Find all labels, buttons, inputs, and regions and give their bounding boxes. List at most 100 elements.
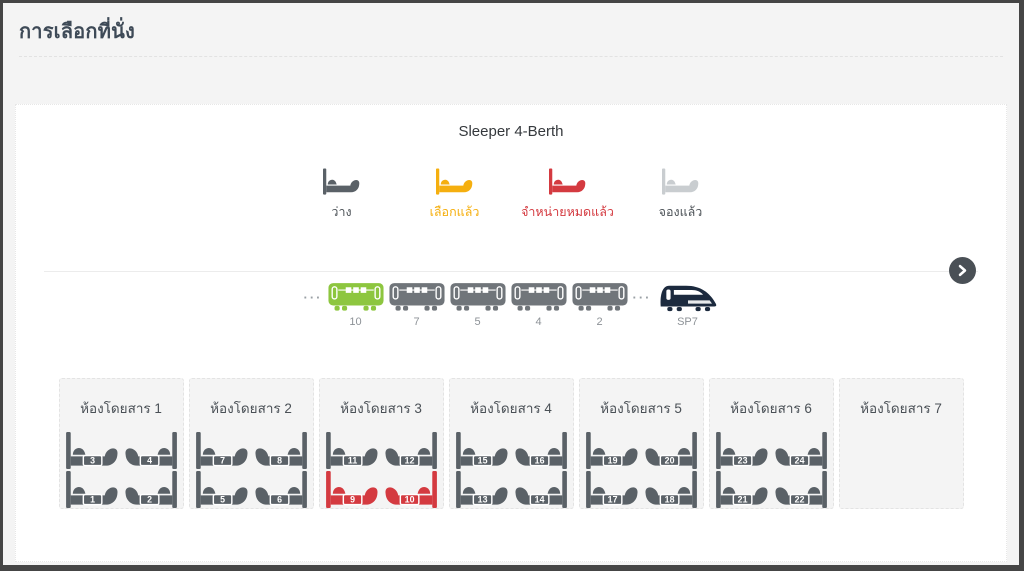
berth-22[interactable]: 22 bbox=[773, 470, 827, 508]
berth-15[interactable]: 15 bbox=[455, 431, 510, 469]
cabin-card-4: ห้องโดยสาร 4 15 16 13 14 bbox=[448, 377, 574, 509]
berth-grid: 11 12 9 10 bbox=[325, 431, 437, 508]
carriage-label: 7 bbox=[413, 315, 420, 328]
cabin-card-6: ห้องโดยสาร 6 23 24 21 22 bbox=[708, 377, 834, 509]
svg-text:12: 12 bbox=[404, 455, 414, 465]
cabin-list: ห้องโดยสาร 1 3 4 1 2 ห้องโดยสาร 2 7 8 5 6 ห้องโดยส… bbox=[16, 377, 1006, 509]
cabin-title: ห้องโดยสาร 2 bbox=[210, 400, 292, 416]
ellipsis-dots-icon: ··· bbox=[632, 290, 652, 306]
cabin-title: ห้องโดยสาร 7 bbox=[860, 400, 942, 416]
berth-16[interactable]: 16 bbox=[513, 431, 567, 469]
cabin-title: ห้องโดยสาร 1 bbox=[80, 400, 162, 416]
svg-text:20: 20 bbox=[664, 455, 674, 465]
svg-text:3: 3 bbox=[90, 455, 95, 465]
berth-18[interactable]: 18 bbox=[643, 470, 697, 508]
cabin-title: ห้องโดยสาร 4 bbox=[470, 400, 552, 416]
berth-21[interactable]: 21 bbox=[715, 470, 770, 508]
next-coach-button[interactable] bbox=[949, 257, 976, 284]
berth-12[interactable]: 12 bbox=[383, 431, 437, 469]
train-car-icon bbox=[327, 282, 384, 314]
svg-text:10: 10 bbox=[404, 494, 414, 504]
berth-17[interactable]: 17 bbox=[585, 470, 640, 508]
cabin-card-3: ห้องโดยสาร 3 11 12 9 10 bbox=[318, 377, 444, 509]
carriage-7[interactable]: 7 bbox=[388, 282, 445, 329]
svg-text:2: 2 bbox=[147, 494, 152, 504]
seat-status-legend: ว่าง เลือกแล้ว จำหน่ายหมดแล้ว จองแล้ว bbox=[16, 168, 1006, 221]
legend-item-available: ว่าง bbox=[285, 168, 398, 221]
berth-11[interactable]: 11 bbox=[325, 431, 380, 469]
carriage-10[interactable]: 10 bbox=[327, 282, 384, 329]
svg-text:8: 8 bbox=[277, 455, 282, 465]
berth-2[interactable]: 2 bbox=[123, 470, 177, 508]
bed-reserved-icon bbox=[661, 168, 700, 195]
carriage-ellipsis: ··· bbox=[633, 282, 652, 329]
svg-text:5: 5 bbox=[220, 494, 225, 504]
locomotive-sp7[interactable]: SP7 bbox=[657, 282, 719, 329]
cabin-card-7: ห้องโดยสาร 7 bbox=[838, 377, 964, 509]
berth-20[interactable]: 20 bbox=[643, 431, 697, 469]
svg-text:18: 18 bbox=[664, 494, 674, 504]
legend-label: จำหน่ายหมดแล้ว bbox=[521, 205, 614, 219]
berth-8[interactable]: 8 bbox=[253, 431, 307, 469]
cabin-card-1: ห้องโดยสาร 1 3 4 1 2 bbox=[58, 377, 184, 509]
train-car-icon bbox=[388, 282, 445, 314]
berth-grid: 15 16 13 14 bbox=[455, 431, 567, 508]
train-car-icon bbox=[449, 282, 506, 314]
bed-available-icon bbox=[322, 168, 361, 195]
svg-text:21: 21 bbox=[737, 494, 747, 504]
berth-3[interactable]: 3 bbox=[65, 431, 120, 469]
berth-7[interactable]: 7 bbox=[195, 431, 250, 469]
berth-4[interactable]: 4 bbox=[123, 431, 177, 469]
berth-6[interactable]: 6 bbox=[253, 470, 307, 508]
bed-selected-icon bbox=[435, 168, 474, 195]
section-divider bbox=[44, 270, 978, 272]
berth-5[interactable]: 5 bbox=[195, 470, 250, 508]
carriage-4[interactable]: 4 bbox=[510, 282, 567, 329]
berth-9[interactable]: 9 bbox=[325, 470, 380, 508]
berth-10[interactable]: 10 bbox=[383, 470, 437, 508]
svg-text:7: 7 bbox=[220, 455, 225, 465]
carriage-2[interactable]: 2 bbox=[571, 282, 628, 329]
berth-14[interactable]: 14 bbox=[513, 470, 567, 508]
carriage-5[interactable]: 5 bbox=[449, 282, 506, 329]
svg-text:22: 22 bbox=[794, 494, 804, 504]
berth-grid: 7 8 5 6 bbox=[195, 431, 307, 508]
cabin-title: ห้องโดยสาร 6 bbox=[730, 400, 812, 416]
carriage-ellipsis: ··· bbox=[304, 282, 323, 329]
berth-grid: 19 20 17 18 bbox=[585, 431, 697, 508]
svg-text:6: 6 bbox=[277, 494, 282, 504]
locomotive-icon bbox=[657, 282, 719, 314]
train-car-icon bbox=[510, 282, 567, 314]
svg-text:13: 13 bbox=[477, 494, 487, 504]
train-carriage-selector: ··· 10 7 5 4 2 ··· SP7 bbox=[16, 282, 1006, 329]
legend-item-selected: เลือกแล้ว bbox=[398, 168, 511, 221]
berth-23[interactable]: 23 bbox=[715, 431, 770, 469]
chevron-right-icon bbox=[958, 264, 967, 277]
berth-24[interactable]: 24 bbox=[773, 431, 827, 469]
berth-1[interactable]: 1 bbox=[65, 470, 120, 508]
carriage-label: 10 bbox=[349, 315, 362, 328]
svg-text:17: 17 bbox=[607, 494, 617, 504]
cabin-title: ห้องโดยสาร 3 bbox=[340, 400, 422, 416]
berth-13[interactable]: 13 bbox=[455, 470, 510, 508]
svg-text:9: 9 bbox=[350, 494, 355, 504]
train-car-icon bbox=[571, 282, 628, 314]
berth-19[interactable]: 19 bbox=[585, 431, 640, 469]
berth-grid: 23 24 21 22 bbox=[715, 431, 827, 508]
berth-grid: 3 4 1 2 bbox=[65, 431, 177, 508]
svg-text:23: 23 bbox=[737, 455, 747, 465]
svg-text:4: 4 bbox=[147, 455, 152, 465]
legend-label: จองแล้ว bbox=[658, 205, 703, 219]
cabin-title: ห้องโดยสาร 5 bbox=[600, 400, 682, 416]
legend-label: ว่าง bbox=[331, 205, 352, 219]
svg-text:1: 1 bbox=[90, 494, 95, 504]
svg-text:24: 24 bbox=[794, 455, 804, 465]
cabin-card-5: ห้องโดยสาร 5 19 20 17 18 bbox=[578, 377, 704, 509]
coach-type-title: Sleeper 4-Berth bbox=[458, 123, 564, 140]
cabin-card-2: ห้องโดยสาร 2 7 8 5 6 bbox=[188, 377, 314, 509]
legend-label: เลือกแล้ว bbox=[429, 205, 480, 219]
svg-text:14: 14 bbox=[534, 494, 544, 504]
legend-item-reserved: จองแล้ว bbox=[624, 168, 737, 221]
page-header: การเลือกที่นั่ง bbox=[3, 3, 1019, 57]
